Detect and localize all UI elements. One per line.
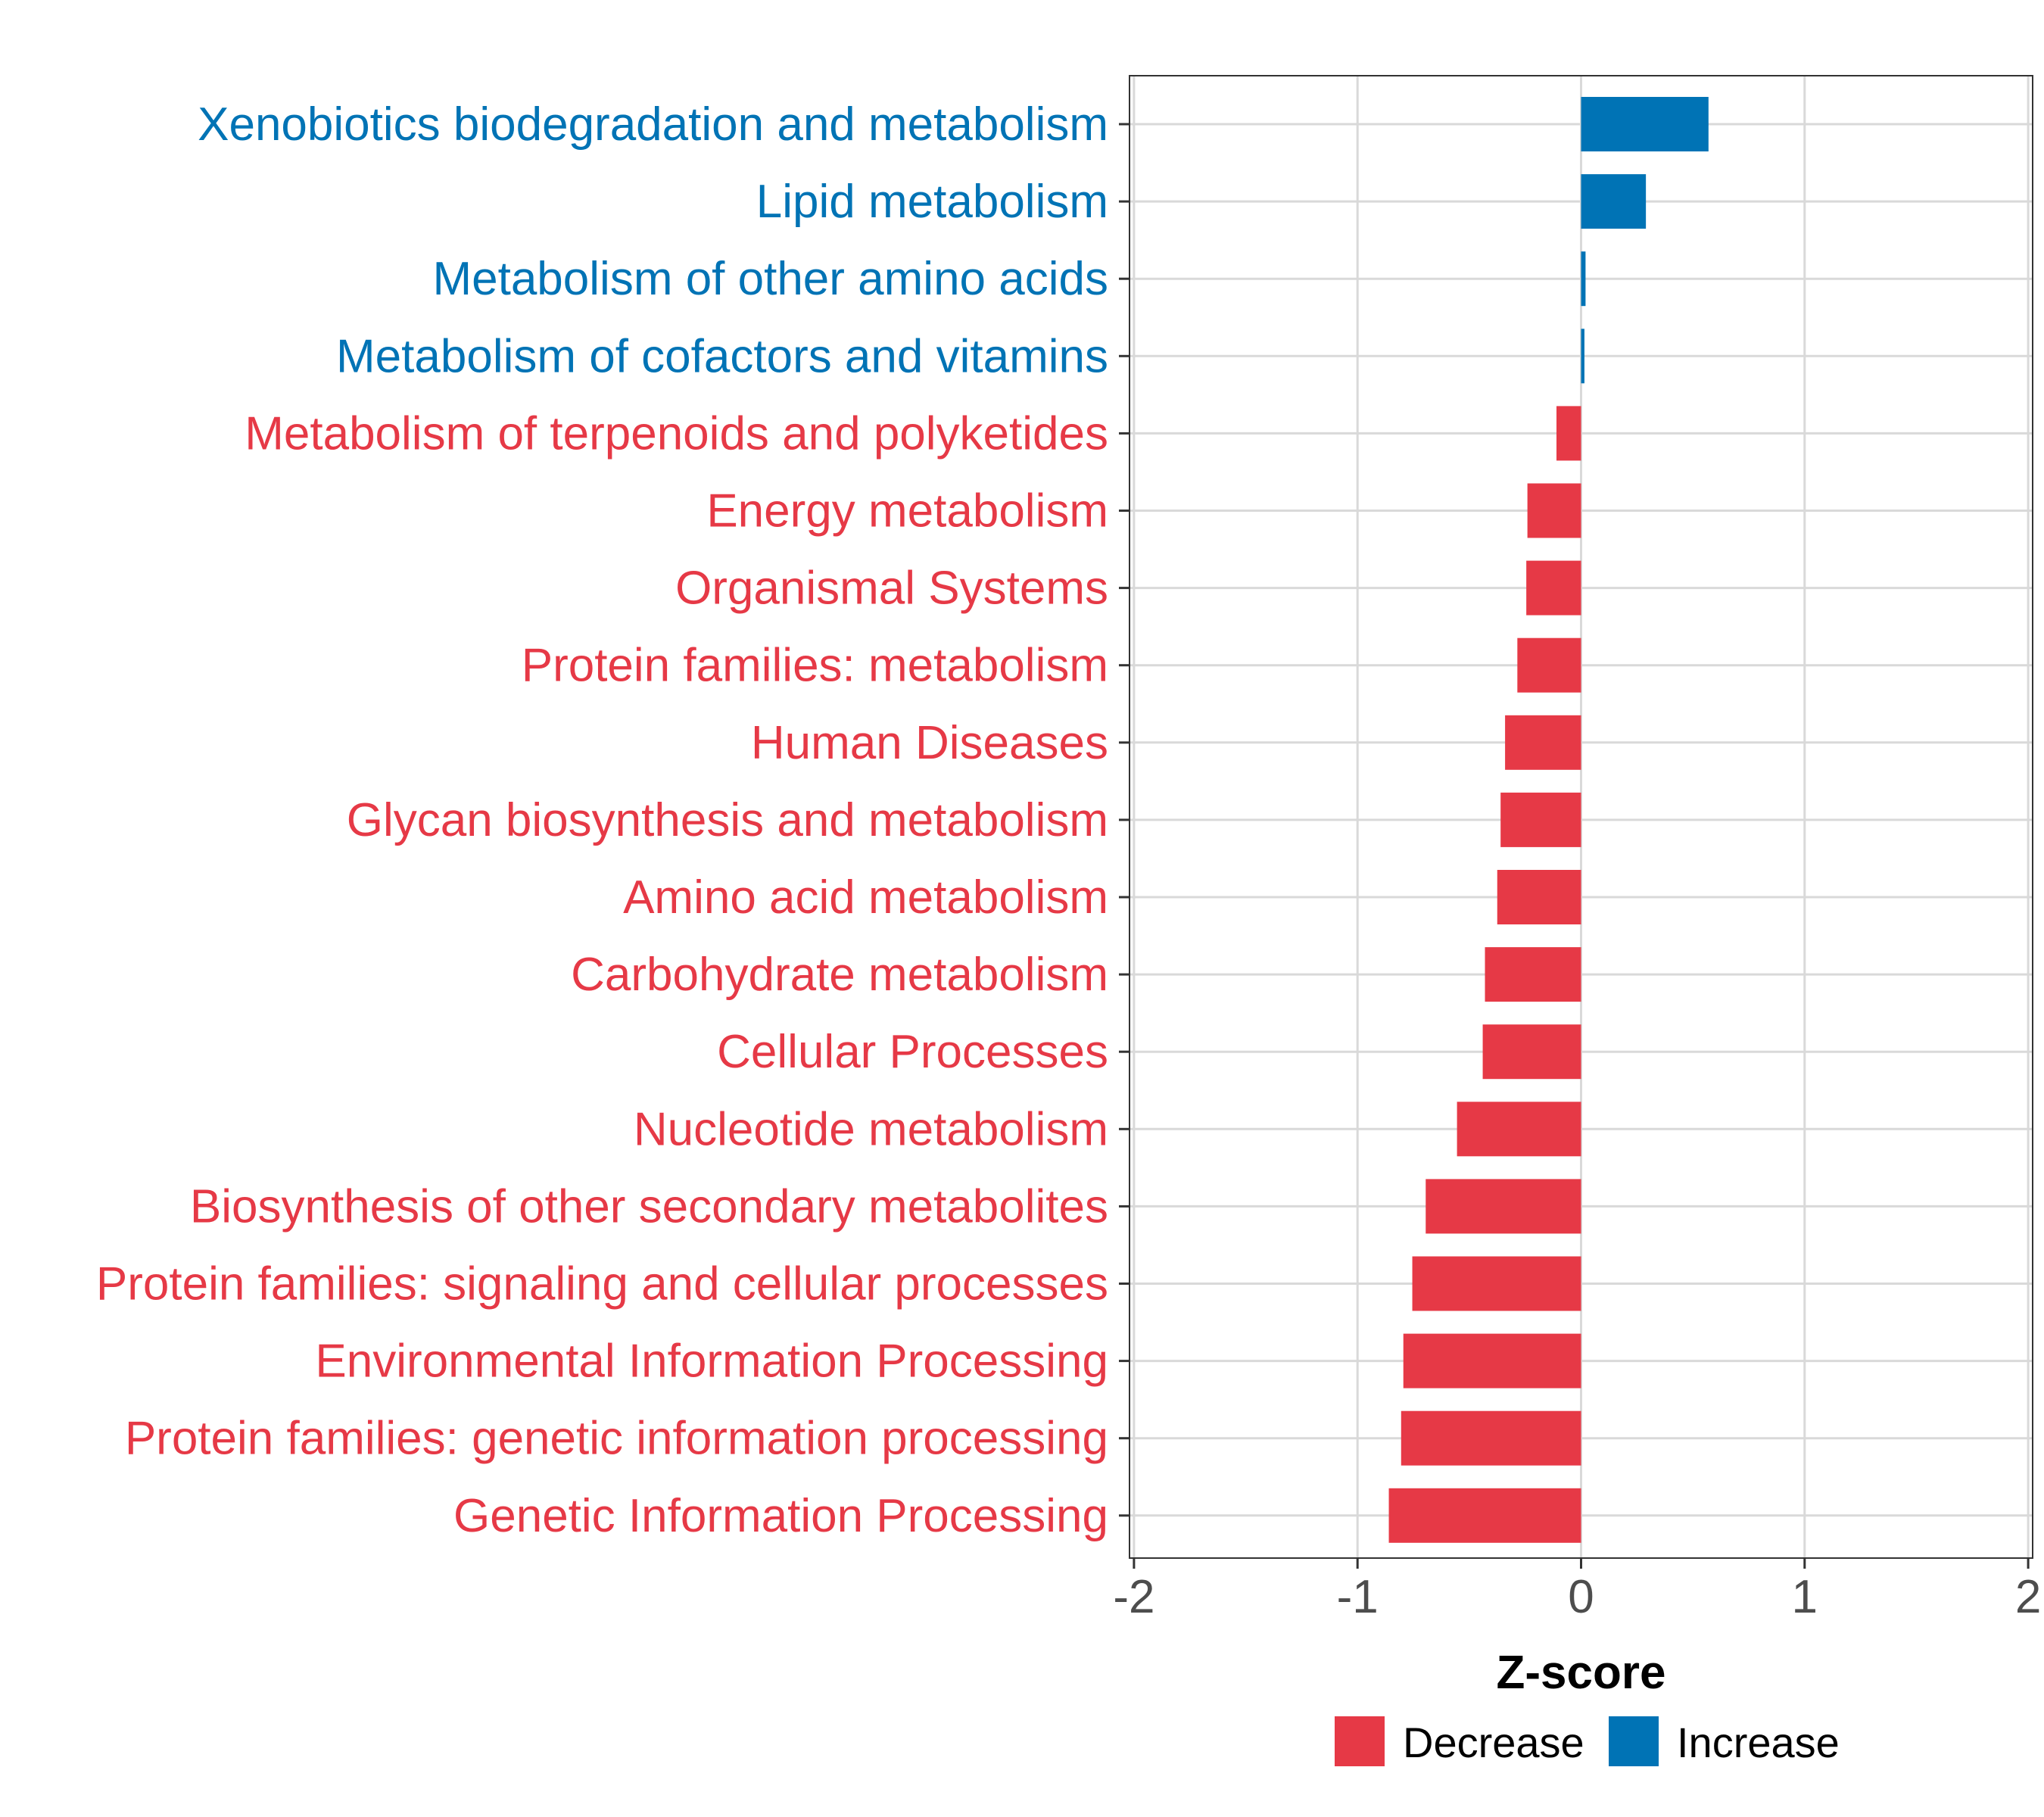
- x-tick-label: -1: [1337, 1571, 1379, 1623]
- category-label: Metabolism of cofactors and vitamins: [336, 330, 1108, 382]
- legend-swatch-increase: [1609, 1716, 1659, 1766]
- category-label: Biosynthesis of other secondary metaboli…: [190, 1180, 1108, 1233]
- category-label: Nucleotide metabolism: [634, 1103, 1108, 1155]
- legend: Decrease Increase: [1335, 1716, 1840, 1766]
- bar-decrease: [1403, 1333, 1581, 1388]
- x-tick-label: 0: [1568, 1571, 1594, 1623]
- bars: [1388, 97, 1709, 1543]
- bar-decrease: [1388, 1488, 1581, 1543]
- category-label: Environmental Information Processing: [315, 1335, 1108, 1388]
- bar-increase: [1581, 97, 1709, 151]
- bar-decrease: [1412, 1256, 1581, 1311]
- category-label: Protein families: genetic information pr…: [125, 1413, 1108, 1465]
- bar-decrease: [1426, 1179, 1581, 1234]
- bar-decrease: [1485, 947, 1581, 1002]
- category-label: Metabolism of terpenoids and polyketides: [245, 407, 1108, 460]
- x-tick-label: -2: [1113, 1571, 1154, 1623]
- bar-decrease: [1527, 483, 1581, 538]
- category-label: Protein families: signaling and cellular…: [96, 1258, 1108, 1311]
- x-tick-label: 1: [1792, 1571, 1818, 1623]
- category-label: Amino acid metabolism: [623, 871, 1108, 924]
- bar-decrease: [1457, 1102, 1581, 1157]
- bar-decrease: [1556, 406, 1581, 461]
- category-label: Xenobiotics biodegradation and metabolis…: [198, 98, 1108, 151]
- category-labels: Xenobiotics biodegradation and metabolis…: [96, 98, 1129, 1542]
- bar-decrease: [1500, 792, 1581, 847]
- legend-label-increase: Increase: [1677, 1719, 1840, 1766]
- category-label: Carbohydrate metabolism: [571, 949, 1108, 1001]
- bar-decrease: [1401, 1410, 1581, 1466]
- bar-increase: [1581, 251, 1586, 307]
- bar-decrease: [1517, 637, 1581, 693]
- bar-increase: [1581, 329, 1584, 384]
- x-tick-label: 2: [2015, 1571, 2041, 1623]
- bar-increase: [1581, 174, 1647, 229]
- category-label: Metabolism of other amino acids: [432, 253, 1108, 305]
- category-label: Cellular Processes: [717, 1026, 1108, 1078]
- category-label: Lipid metabolism: [756, 176, 1108, 228]
- category-label: Energy metabolism: [706, 485, 1108, 538]
- bar-decrease: [1497, 870, 1581, 924]
- bar-decrease: [1505, 715, 1581, 770]
- category-label: Glycan biosynthesis and metabolism: [347, 794, 1108, 846]
- x-axis: -2 -1 0 1 2: [1113, 1558, 2041, 1623]
- category-label: Genetic Information Processing: [453, 1490, 1108, 1542]
- legend-label-decrease: Decrease: [1403, 1719, 1584, 1766]
- x-axis-label: Z-score: [1497, 1647, 1666, 1699]
- bar-decrease: [1526, 560, 1581, 616]
- bar-decrease: [1482, 1024, 1581, 1080]
- category-label: Human Diseases: [751, 717, 1108, 769]
- category-label: Protein families: metabolism: [522, 640, 1108, 692]
- category-label: Organismal Systems: [675, 563, 1108, 615]
- legend-swatch-decrease: [1335, 1716, 1385, 1766]
